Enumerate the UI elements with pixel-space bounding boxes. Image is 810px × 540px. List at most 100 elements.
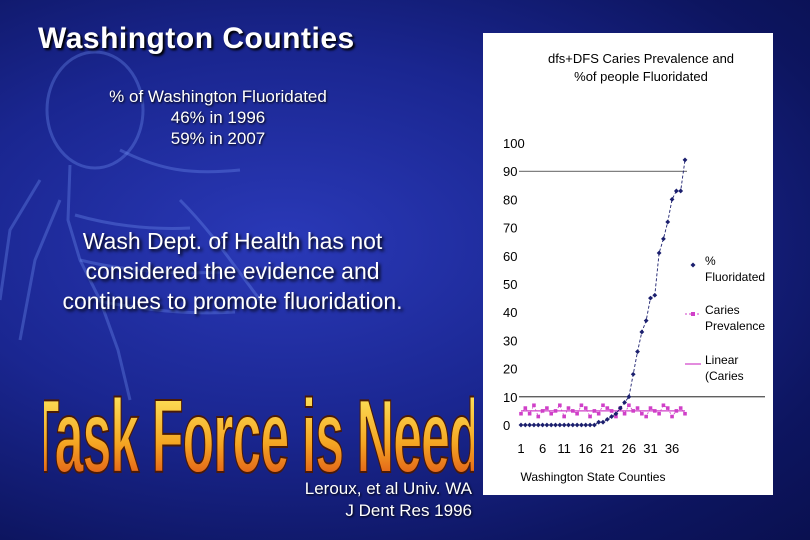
y-tick-label: 90 bbox=[503, 164, 517, 179]
caries-prevalence-point bbox=[665, 406, 670, 410]
fluoridated-point bbox=[570, 422, 576, 428]
health-dept-statement: Wash Dept. of Health has not considered … bbox=[0, 226, 465, 316]
fluoridated-point bbox=[596, 419, 602, 425]
statement-line-1: Wash Dept. of Health has not bbox=[82, 228, 383, 254]
fluoridated-point bbox=[600, 419, 606, 425]
chart-x-axis-label: Washington State Counties bbox=[521, 470, 666, 484]
fluoridated-point bbox=[548, 422, 554, 428]
caries-prevalence-point bbox=[596, 411, 601, 416]
citation-authors: Leroux, et al Univ. WA bbox=[304, 479, 472, 498]
fluoridated-point bbox=[544, 422, 550, 428]
caries-prevalence-point bbox=[549, 411, 554, 416]
fluoridated-point bbox=[518, 422, 524, 428]
fluoridated-point bbox=[561, 422, 567, 428]
fluoridated-point bbox=[639, 329, 645, 335]
fluoridated-point bbox=[661, 236, 666, 242]
slide-title: Washington Counties bbox=[38, 22, 355, 55]
caries-prevalence-point bbox=[527, 411, 532, 416]
caries-prevalence-point bbox=[519, 411, 523, 416]
task-force-banner: A Task Force is Needed bbox=[44, 379, 474, 482]
caries-prevalence-point bbox=[601, 403, 605, 408]
fluoridation-2007: 59% in 2007 bbox=[170, 129, 266, 148]
x-tick-label: 11 bbox=[557, 441, 571, 456]
legend-label: % bbox=[705, 254, 716, 268]
y-tick-label: 0 bbox=[503, 418, 510, 433]
caries-prevalence-point bbox=[579, 403, 584, 408]
fluoridated-point bbox=[678, 188, 684, 194]
fluoridated-point bbox=[630, 371, 636, 377]
caries-prevalence-point bbox=[570, 409, 575, 413]
caries-prevalence-point bbox=[536, 414, 541, 419]
caries-prevalence-point bbox=[678, 406, 683, 410]
legend-label: Fluoridated bbox=[705, 270, 765, 284]
statement-line-3: continues to promote fluoridation. bbox=[62, 288, 403, 314]
legend-label: Prevalence bbox=[705, 319, 765, 333]
caries-prevalence-point bbox=[540, 409, 545, 413]
caries-prevalence-point bbox=[562, 414, 566, 419]
caries-prevalence-point bbox=[605, 406, 610, 410]
fluoridated-point bbox=[579, 422, 584, 428]
fluoridated-point bbox=[626, 394, 632, 400]
fluoridated-point bbox=[673, 188, 679, 194]
fluoridated-point bbox=[648, 295, 653, 301]
fluoridated-point bbox=[604, 416, 610, 422]
legend-marker-fluoridated bbox=[690, 262, 696, 268]
caries-prevalence-point bbox=[523, 406, 528, 410]
fluoridation-1996: 46% in 1996 bbox=[170, 108, 266, 127]
caries-fluoridation-chart: dfs+DFS Caries Prevalence and %of people… bbox=[503, 51, 765, 484]
fluoridated-point bbox=[635, 349, 640, 355]
y-tick-label: 70 bbox=[503, 221, 517, 236]
caries-prevalence-point bbox=[566, 406, 571, 410]
fluoridated-point bbox=[682, 157, 688, 163]
fluoridated-line bbox=[521, 159, 686, 426]
caries-prevalence-point bbox=[558, 403, 562, 408]
caries-prevalence-point bbox=[622, 411, 627, 416]
chart-panel: dfs+DFS Caries Prevalence and %of people… bbox=[483, 33, 773, 495]
fluoridated-point bbox=[527, 422, 533, 428]
caries-prevalence-point bbox=[583, 406, 588, 410]
caries-prevalence-point bbox=[592, 409, 597, 413]
fluoridated-point bbox=[665, 219, 671, 225]
statement-line-2: considered the evidence and bbox=[85, 258, 380, 284]
caries-prevalence-point bbox=[609, 409, 614, 413]
y-tick-label: 20 bbox=[503, 362, 517, 377]
fluoridated-point bbox=[531, 422, 537, 428]
chart-title-line-2: %of people Fluoridated bbox=[574, 69, 708, 84]
caries-prevalence-point bbox=[588, 414, 592, 419]
fluoridated-point bbox=[574, 422, 580, 428]
x-tick-label: 36 bbox=[665, 441, 679, 456]
task-force-banner-text: A Task Force is Needed bbox=[44, 380, 474, 482]
caries-prevalence-point bbox=[683, 411, 687, 416]
fluoridated-point bbox=[553, 422, 558, 428]
fluoridated-point bbox=[609, 414, 615, 419]
fluoridated-point bbox=[656, 250, 662, 256]
legend-marker-caries bbox=[691, 312, 695, 316]
y-tick-label: 80 bbox=[503, 192, 517, 207]
caries-prevalence-point bbox=[652, 409, 657, 413]
y-tick-label: 30 bbox=[503, 333, 517, 348]
y-tick-label: 40 bbox=[503, 305, 517, 320]
caries-prevalence-point bbox=[553, 409, 558, 413]
fluoridation-heading: % of Washington Fluoridated bbox=[109, 87, 327, 106]
fluoridation-summary: % of Washington Fluoridated 46% in 1996 … bbox=[58, 86, 378, 149]
caries-prevalence-point bbox=[661, 403, 666, 408]
fluoridated-point bbox=[652, 292, 658, 298]
x-tick-label: 26 bbox=[622, 441, 636, 456]
y-tick-label: 100 bbox=[503, 136, 525, 151]
caries-prevalence-point bbox=[648, 406, 653, 410]
legend-label: Linear bbox=[705, 353, 738, 367]
caries-prevalence-point bbox=[545, 406, 549, 410]
x-tick-label: 1 bbox=[517, 441, 524, 456]
fluoridated-point bbox=[622, 400, 627, 405]
caries-prevalence-point bbox=[657, 411, 661, 416]
fluoridated-point bbox=[557, 422, 563, 428]
x-tick-label: 6 bbox=[539, 441, 546, 456]
fluoridated-point bbox=[617, 405, 623, 411]
y-tick-label: 60 bbox=[503, 249, 517, 264]
caries-prevalence-point bbox=[635, 406, 640, 410]
fluoridated-point bbox=[540, 422, 545, 428]
caries-prevalence-point bbox=[532, 403, 536, 408]
caries-prevalence-point bbox=[670, 414, 674, 419]
fluoridated-point bbox=[587, 422, 593, 428]
caries-prevalence-point bbox=[640, 411, 644, 416]
